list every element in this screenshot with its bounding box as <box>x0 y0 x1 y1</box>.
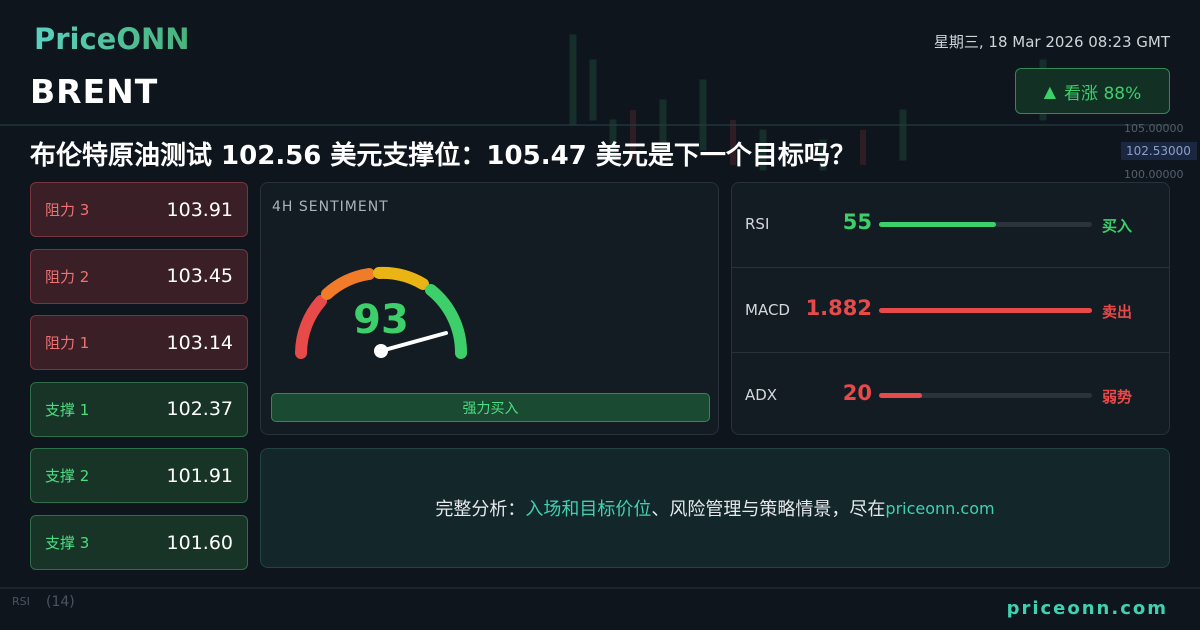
indicator-value: 20 <box>842 381 872 405</box>
level-box: 支撑 2 101.91 <box>30 448 248 504</box>
level-box: 支撑 3 101.60 <box>30 515 248 570</box>
indicator-name: RSI <box>745 215 770 233</box>
indicator-bar <box>879 308 1092 313</box>
up-arrow: ▲ <box>1043 81 1057 101</box>
price-label: 105.00000 <box>1124 122 1184 135</box>
footer-text: 、风险管理与策略情景，尽在 <box>651 499 886 520</box>
gauge-score: 93 <box>353 297 409 343</box>
level-label: 阻力 3 <box>45 201 90 219</box>
level-value: 101.91 <box>166 464 233 487</box>
indicator-name: MACD <box>745 301 790 319</box>
level-value: 103.45 <box>166 265 233 288</box>
footer-panel: 完整分析： 入场和目标价位 、风险管理与策略情景，尽在 priceonn.com <box>260 448 1170 568</box>
indicator-signal: 卖出 <box>1102 303 1133 321</box>
indicator-bar <box>879 222 997 227</box>
footer-text: 完整分析： <box>435 499 526 520</box>
price-label: 100.00000 <box>1124 168 1184 181</box>
footer-site[interactable]: priceonn.com <box>885 498 995 518</box>
indicator-value: 1.882 <box>805 296 872 320</box>
indicator-track <box>879 393 1092 398</box>
rsi-period: (14) <box>46 594 75 610</box>
level-label: 阻力 1 <box>45 334 90 353</box>
indicator-name: ADX <box>745 386 778 404</box>
logo: PriceONN <box>34 22 190 56</box>
level-box: 阻力 1 103.14 <box>30 315 248 371</box>
sentiment-panel: 4H SENTIMENT 93 强力买入 <box>260 182 719 435</box>
sentiment-signal: 强力买入 <box>271 393 710 422</box>
level-box: 阻力 2 103.45 <box>30 248 248 304</box>
rsi-label: RSI <box>12 595 30 608</box>
badge-text: 看涨 88% <box>1064 83 1142 104</box>
sentiment-badge: ▲ 看涨 88% <box>1015 68 1170 114</box>
indicator-row: MACD 1.882 卖出 <box>731 267 1170 352</box>
level-value: 101.60 <box>166 531 233 554</box>
footer-link-text: 入场和目标价位 <box>525 499 652 520</box>
indicator-signal: 买入 <box>1102 217 1133 235</box>
price-label: 102.53000 <box>1126 144 1191 158</box>
sentiment-title: 4H SENTIMENT <box>272 199 389 215</box>
level-label: 支撑 3 <box>45 534 90 552</box>
level-value: 103.14 <box>166 331 233 354</box>
level-value: 103.91 <box>166 198 233 221</box>
headline: 布伦特原油测试 102.56 美元支撑位：105.47 美元是下一个目标吗？ <box>30 141 856 171</box>
level-box: 阻力 3 103.91 <box>30 182 248 237</box>
indicator-value: 55 <box>842 210 872 234</box>
level-value: 102.37 <box>166 398 233 421</box>
indicator-signal: 弱势 <box>1102 388 1133 406</box>
indicator-track <box>879 308 1092 313</box>
indicator-track <box>879 222 1092 227</box>
symbol: BRENT <box>30 72 159 111</box>
indicator-row: RSI 55 买入 <box>731 182 1170 267</box>
site[interactable]: priceonn.com <box>1006 598 1168 619</box>
level-label: 支撑 2 <box>45 467 90 486</box>
date: 星期三, 18 Mar 2026 08:23 GMT <box>933 33 1170 51</box>
indicator-row: ADX 20 弱势 <box>731 352 1170 437</box>
level-label: 阻力 2 <box>45 267 90 286</box>
gauge: 93 <box>295 266 468 359</box>
indicator-bar <box>879 393 922 398</box>
level-label: 支撑 1 <box>45 400 90 419</box>
level-box: 支撑 1 102.37 <box>30 381 248 437</box>
